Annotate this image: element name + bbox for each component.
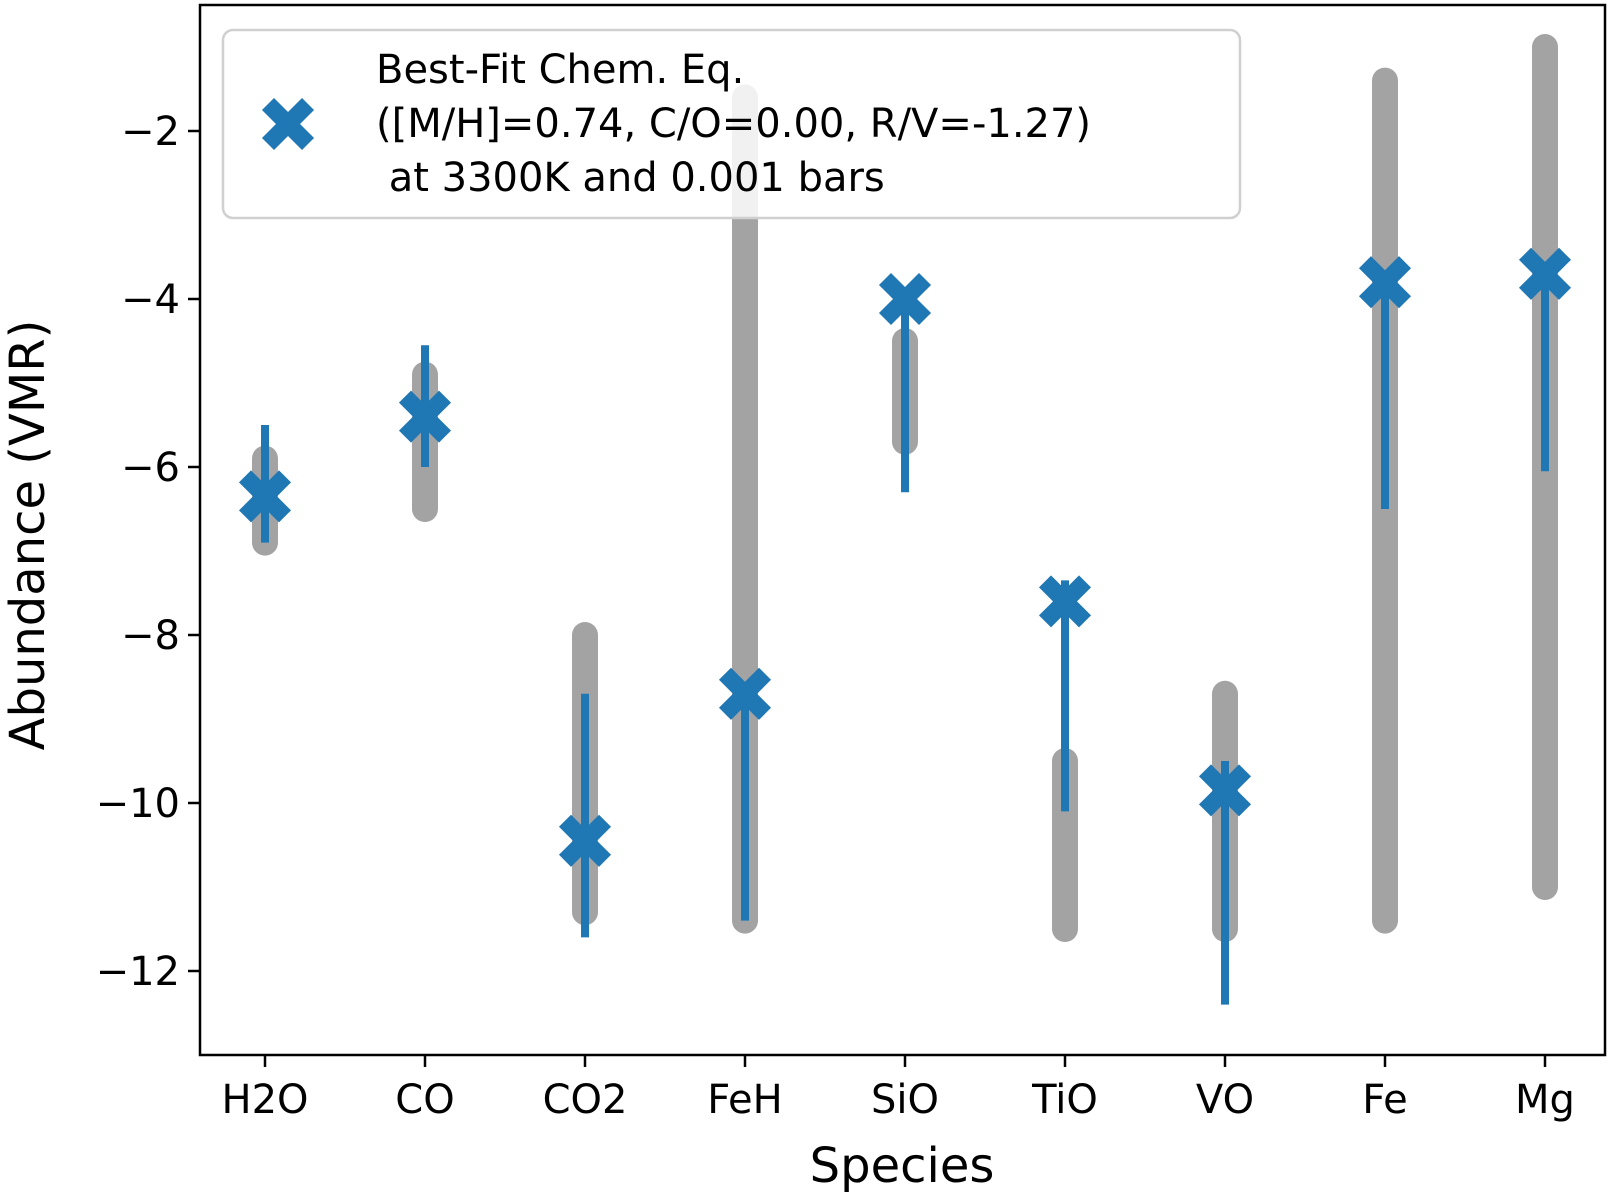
- y-tick-label--8: −8: [121, 613, 180, 659]
- y-tick-label--2: −2: [121, 109, 180, 155]
- best-fit-marker-sio-stroke-b: [878, 272, 932, 326]
- x-axis-title: Species: [810, 1138, 995, 1194]
- y-tick-label--12: −12: [96, 949, 180, 995]
- y-tick-label--10: −10: [96, 781, 180, 827]
- y-tick-label--6: −6: [121, 445, 180, 491]
- plot-frame: [198, 3, 1607, 1057]
- legend-line-2: ([M/H]=0.74, C/O=0.00, R/V=-1.27): [376, 101, 1091, 147]
- x-tick-label-co2: CO2: [543, 1077, 628, 1123]
- x-tick-label-sio: SiO: [871, 1077, 939, 1123]
- best-fit-marker-co-stroke-b: [398, 390, 452, 443]
- best-fit-marker-vo: [1198, 764, 1252, 817]
- x-tick-label-fe: Fe: [1362, 1077, 1407, 1123]
- best-fit-marker-co2-stroke-b: [558, 814, 612, 867]
- best-fit-marker-fe: [1358, 256, 1412, 309]
- y-tick-label--4: −4: [121, 277, 180, 323]
- best-fit-marker-co2: [558, 814, 612, 867]
- best-fit-markers: [238, 247, 1572, 867]
- x-tick-label-vo: VO: [1196, 1077, 1254, 1123]
- legend-marker-stroke-b: [261, 97, 315, 151]
- x-tick-label-co: CO: [395, 1077, 454, 1123]
- x-tick-label-mg: Mg: [1515, 1077, 1575, 1123]
- best-fit-marker-co: [398, 390, 452, 443]
- best-fit-marker-tio-stroke-b: [1038, 575, 1092, 628]
- x-axis: H2O CO CO2 FeH SiO TiO VO Fe Mg: [221, 1055, 1575, 1123]
- y-axis: −2 −4 −6 −8 −10 −12: [96, 109, 200, 995]
- best-fit-marker-tio: [1038, 575, 1092, 628]
- x-tick-label-feh: FeH: [707, 1077, 783, 1123]
- legend: Best-Fit Chem. Eq. ([M/H]=0.74, C/O=0.00…: [221, 28, 1242, 220]
- y-axis-title: Abundance (VMR): [0, 320, 56, 751]
- best-fit-marker-vo-stroke-b: [1198, 764, 1252, 817]
- best-fit-marker-h2o: [238, 470, 292, 523]
- best-fit-marker-h2o-stroke-b: [238, 470, 292, 523]
- legend-marker: [261, 97, 315, 151]
- legend-box: [221, 28, 1242, 220]
- best-fit-marker-feh-stroke-b: [718, 667, 772, 720]
- best-fit-marker-fe-stroke-b: [1358, 256, 1412, 309]
- best-fit-marker-sio: [878, 272, 932, 326]
- x-tick-label-tio: TiO: [1031, 1077, 1098, 1123]
- legend-line-1: Best-Fit Chem. Eq.: [376, 47, 744, 93]
- legend-line-3: at 3300K and 0.001 bars: [376, 155, 885, 201]
- legend-marker-x-icon: [261, 97, 315, 151]
- best-fit-marker-mg: [1518, 247, 1572, 300]
- best-fit-marker-mg-stroke-b: [1518, 247, 1572, 300]
- x-tick-label-h2o: H2O: [221, 1077, 308, 1123]
- best-fit-marker-feh: [718, 667, 772, 720]
